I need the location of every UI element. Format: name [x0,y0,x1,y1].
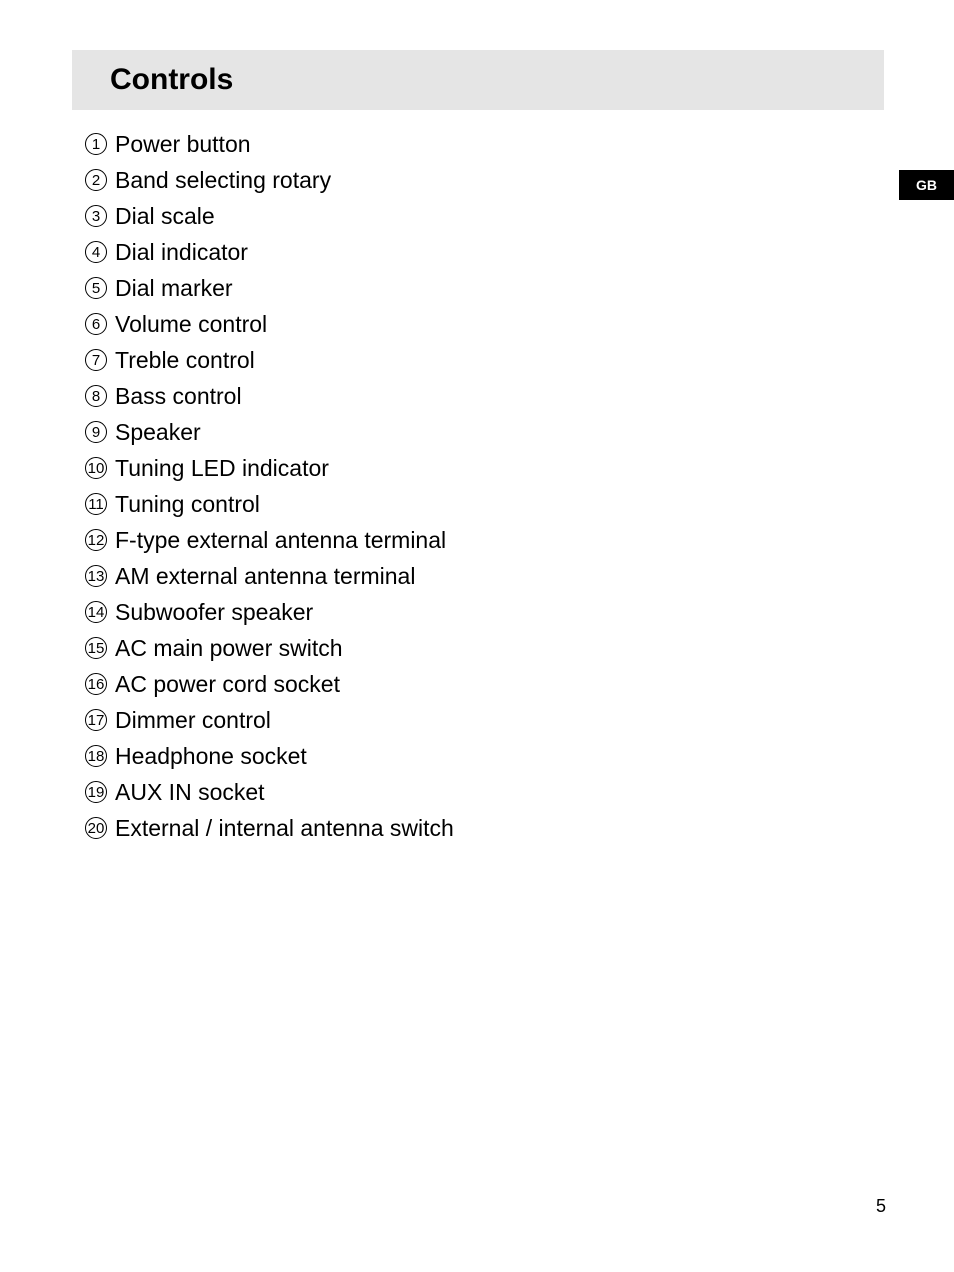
circled-number-icon: 19 [85,781,107,803]
circled-number-icon: 16 [85,673,107,695]
item-label: AUX IN socket [115,779,265,806]
circled-number-icon: 11 [85,493,107,515]
list-item: 3 Dial scale [85,202,835,230]
circled-number-icon: 17 [85,709,107,731]
list-item: 12 F-type external antenna terminal [85,526,835,554]
circled-number-icon: 12 [85,529,107,551]
list-item: 5 Dial marker [85,274,835,302]
circled-number-icon: 15 [85,637,107,659]
item-label: Bass control [115,383,242,410]
item-label: Treble control [115,347,255,374]
item-label: AC power cord socket [115,671,340,698]
item-label: Dimmer control [115,707,271,734]
item-label: AC main power switch [115,635,343,662]
controls-list: 1 Power button 2 Band selecting rotary 3… [85,130,835,850]
circled-number-icon: 7 [85,349,107,371]
list-item: 10 Tuning LED indicator [85,454,835,482]
item-label: Subwoofer speaker [115,599,313,626]
list-item: 13 AM external antenna terminal [85,562,835,590]
list-item: 9 Speaker [85,418,835,446]
item-label: Headphone socket [115,743,307,770]
list-item: 7 Treble control [85,346,835,374]
language-tab: GB [899,170,954,200]
circled-number-icon: 8 [85,385,107,407]
circled-number-icon: 18 [85,745,107,767]
list-item: 11 Tuning control [85,490,835,518]
list-item: 6 Volume control [85,310,835,338]
item-label: Band selecting rotary [115,167,331,194]
circled-number-icon: 3 [85,205,107,227]
circled-number-icon: 4 [85,241,107,263]
item-label: Dial scale [115,203,215,230]
circled-number-icon: 1 [85,133,107,155]
circled-number-icon: 14 [85,601,107,623]
item-label: Tuning control [115,491,260,518]
circled-number-icon: 6 [85,313,107,335]
item-label: Volume control [115,311,267,338]
list-item: 16 AC power cord socket [85,670,835,698]
list-item: 4 Dial indicator [85,238,835,266]
list-item: 17 Dimmer control [85,706,835,734]
list-item: 1 Power button [85,130,835,158]
item-label: F-type external antenna terminal [115,527,446,554]
circled-number-icon: 5 [85,277,107,299]
language-label: GB [916,177,937,193]
item-label: AM external antenna terminal [115,563,415,590]
circled-number-icon: 2 [85,169,107,191]
list-item: 15 AC main power switch [85,634,835,662]
list-item: 14 Subwoofer speaker [85,598,835,626]
item-label: Tuning LED indicator [115,455,329,482]
item-label: Dial marker [115,275,233,302]
item-label: Speaker [115,419,201,446]
circled-number-icon: 9 [85,421,107,443]
list-item: 2 Band selecting rotary [85,166,835,194]
circled-number-icon: 20 [85,817,107,839]
circled-number-icon: 13 [85,565,107,587]
item-label: Power button [115,131,251,158]
item-label: External / internal antenna switch [115,815,454,842]
list-item: 8 Bass control [85,382,835,410]
page-number: 5 [876,1196,886,1217]
list-item: 20 External / internal antenna switch [85,814,835,842]
header-bar: Controls [72,50,884,110]
section-title: Controls [110,63,233,97]
circled-number-icon: 10 [85,457,107,479]
list-item: 18 Headphone socket [85,742,835,770]
list-item: 19 AUX IN socket [85,778,835,806]
item-label: Dial indicator [115,239,248,266]
